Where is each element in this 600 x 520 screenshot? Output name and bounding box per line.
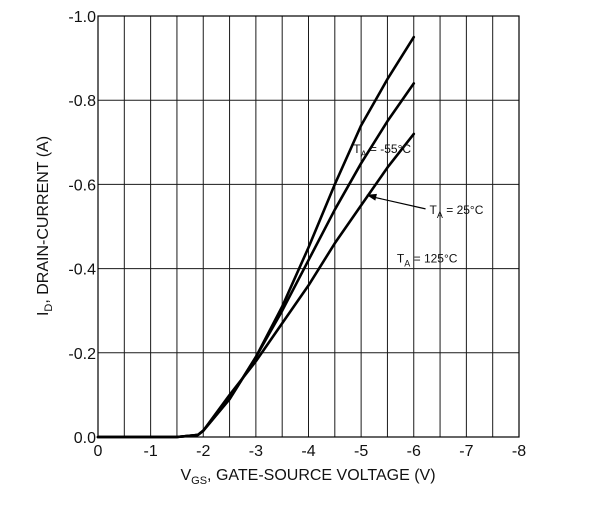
x-tick-label: -8: [512, 443, 526, 460]
series-line-t125: [96, 132, 416, 439]
y-tick-label: -0.2: [68, 346, 96, 363]
plot-frame: [97, 15, 520, 438]
y-tick-labels: 0.0 -0.2 -0.4 -0.6 -0.8 -1.0: [68, 9, 96, 447]
y-tick-label: -0.6: [68, 177, 96, 194]
x-tick-label: -3: [249, 443, 263, 460]
y-tick-label: 0.0: [74, 430, 96, 447]
x-tick-labels: 0 -1 -2 -3 -4 -5 -6 -7 -8: [94, 443, 527, 460]
x-tick-label: -4: [301, 443, 315, 460]
y-tick-label: -0.8: [68, 93, 96, 110]
series-lines: [96, 35, 416, 439]
annotation-t25: TA = 25°C: [430, 203, 484, 220]
grid: [98, 16, 519, 437]
x-tick-label: -2: [196, 443, 210, 460]
annotation-pointer-t25: [370, 195, 426, 210]
annotation-t125: TA = 125°C: [397, 251, 458, 268]
x-tick-label: -7: [459, 443, 473, 460]
x-tick-label: 0: [94, 443, 103, 460]
annotations: TA = -55°C TA = 25°C TA = 125°C: [353, 142, 483, 268]
x-tick-label: -6: [407, 443, 421, 460]
x-tick-label: -5: [354, 443, 368, 460]
annotation-tm55: TA = -55°C: [353, 142, 411, 159]
annotation-arrowhead-t25: [366, 193, 377, 201]
x-tick-label: -1: [144, 443, 158, 460]
y-tick-label: -0.4: [68, 262, 96, 279]
y-axis-title: ID, DRAIN-CURRENT (A): [35, 136, 55, 316]
x-axis-title: VGS, GATE-SOURCE VOLTAGE (V): [180, 467, 435, 487]
y-tick-label: -1.0: [68, 9, 96, 26]
